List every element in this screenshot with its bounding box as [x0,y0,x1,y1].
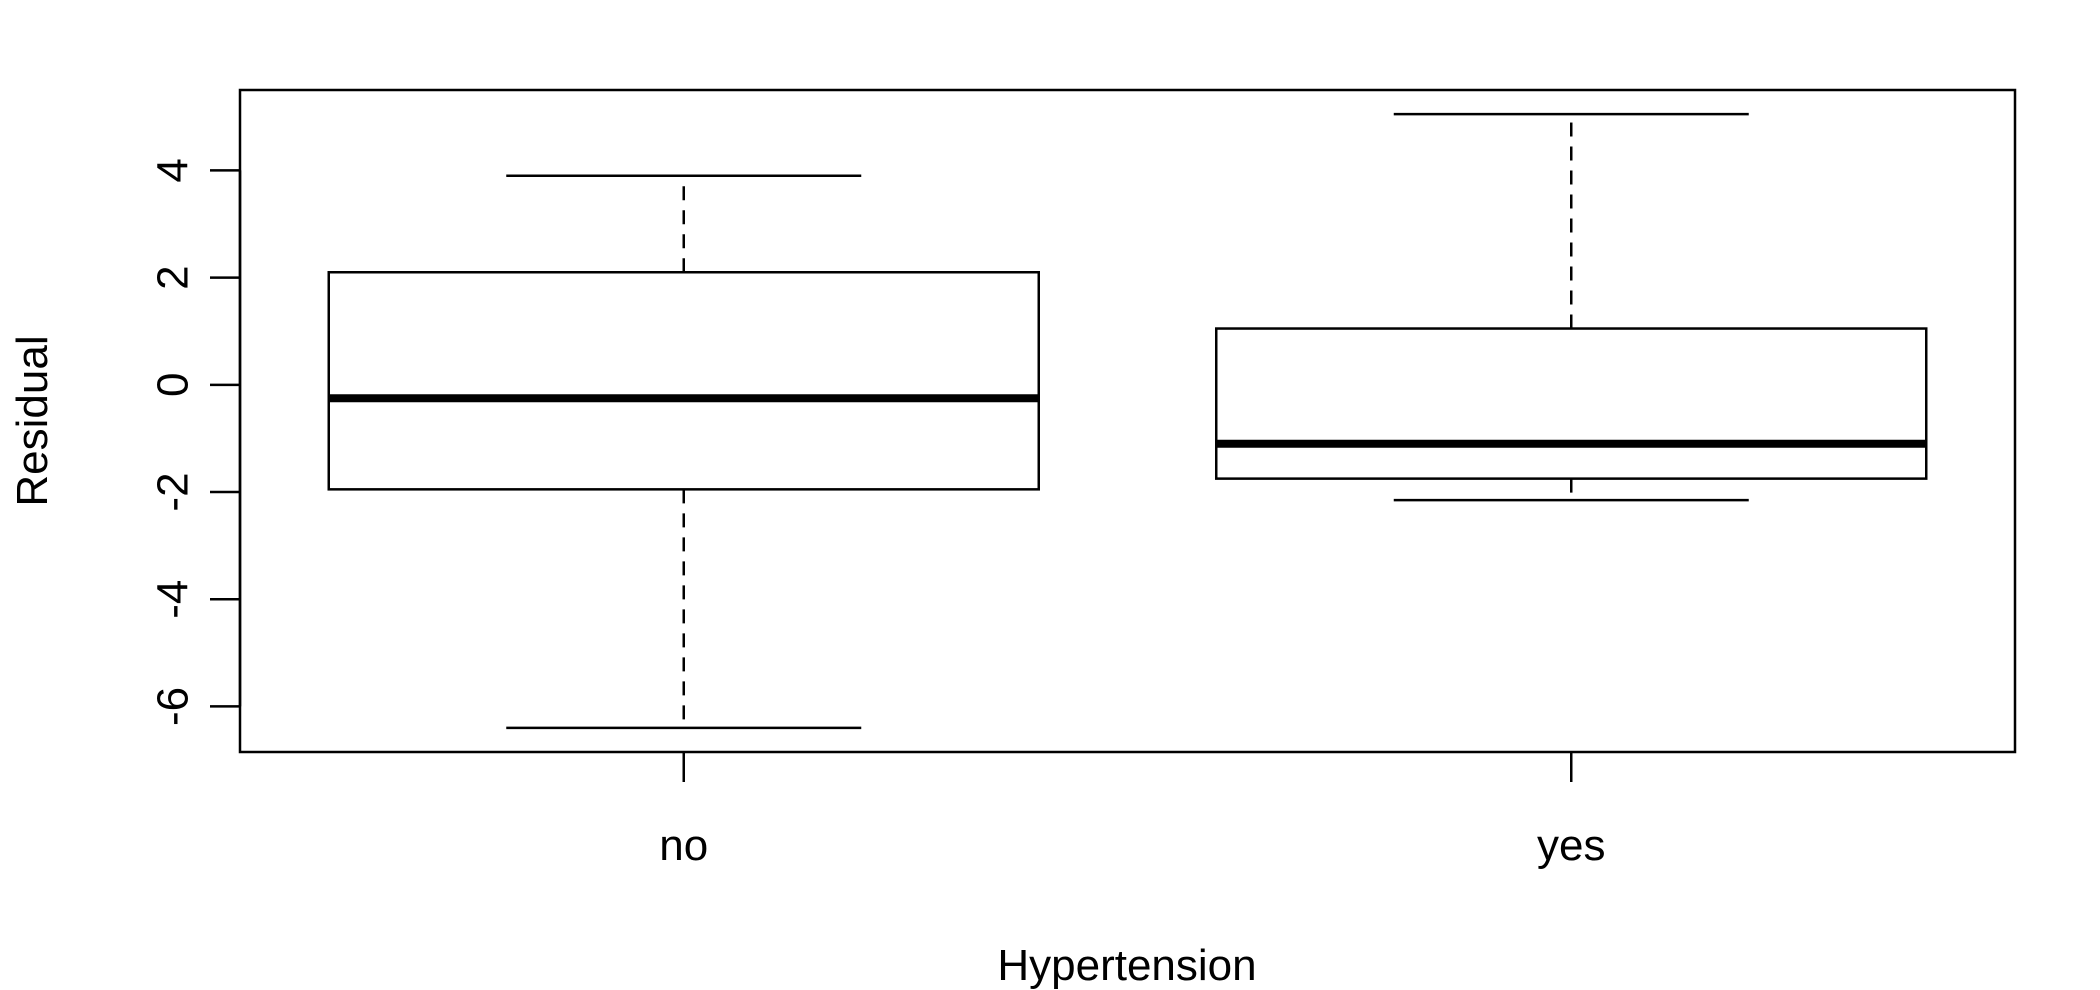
y-tick-label: 2 [149,265,198,289]
y-tick-label: 0 [149,373,198,397]
y-axis: -6 -4 -2 0 2 4 [149,158,242,726]
box-iqr [1215,327,1928,480]
x-tick-label-no: no [659,821,708,870]
y-tick-label: -4 [149,580,198,619]
box-yes [1215,112,1928,502]
x-axis: no yes [659,752,1605,870]
x-tick-label-yes: yes [1537,821,1605,870]
boxes-layer [327,112,1928,730]
box-iqr [327,271,1040,491]
y-tick-label: -6 [149,687,198,726]
box-no [327,174,1040,730]
x-axis-label: Hypertension [997,941,1256,990]
y-tick-label: -2 [149,472,198,511]
y-tick-label: 4 [149,158,198,182]
y-axis-label: Residual [8,335,57,506]
